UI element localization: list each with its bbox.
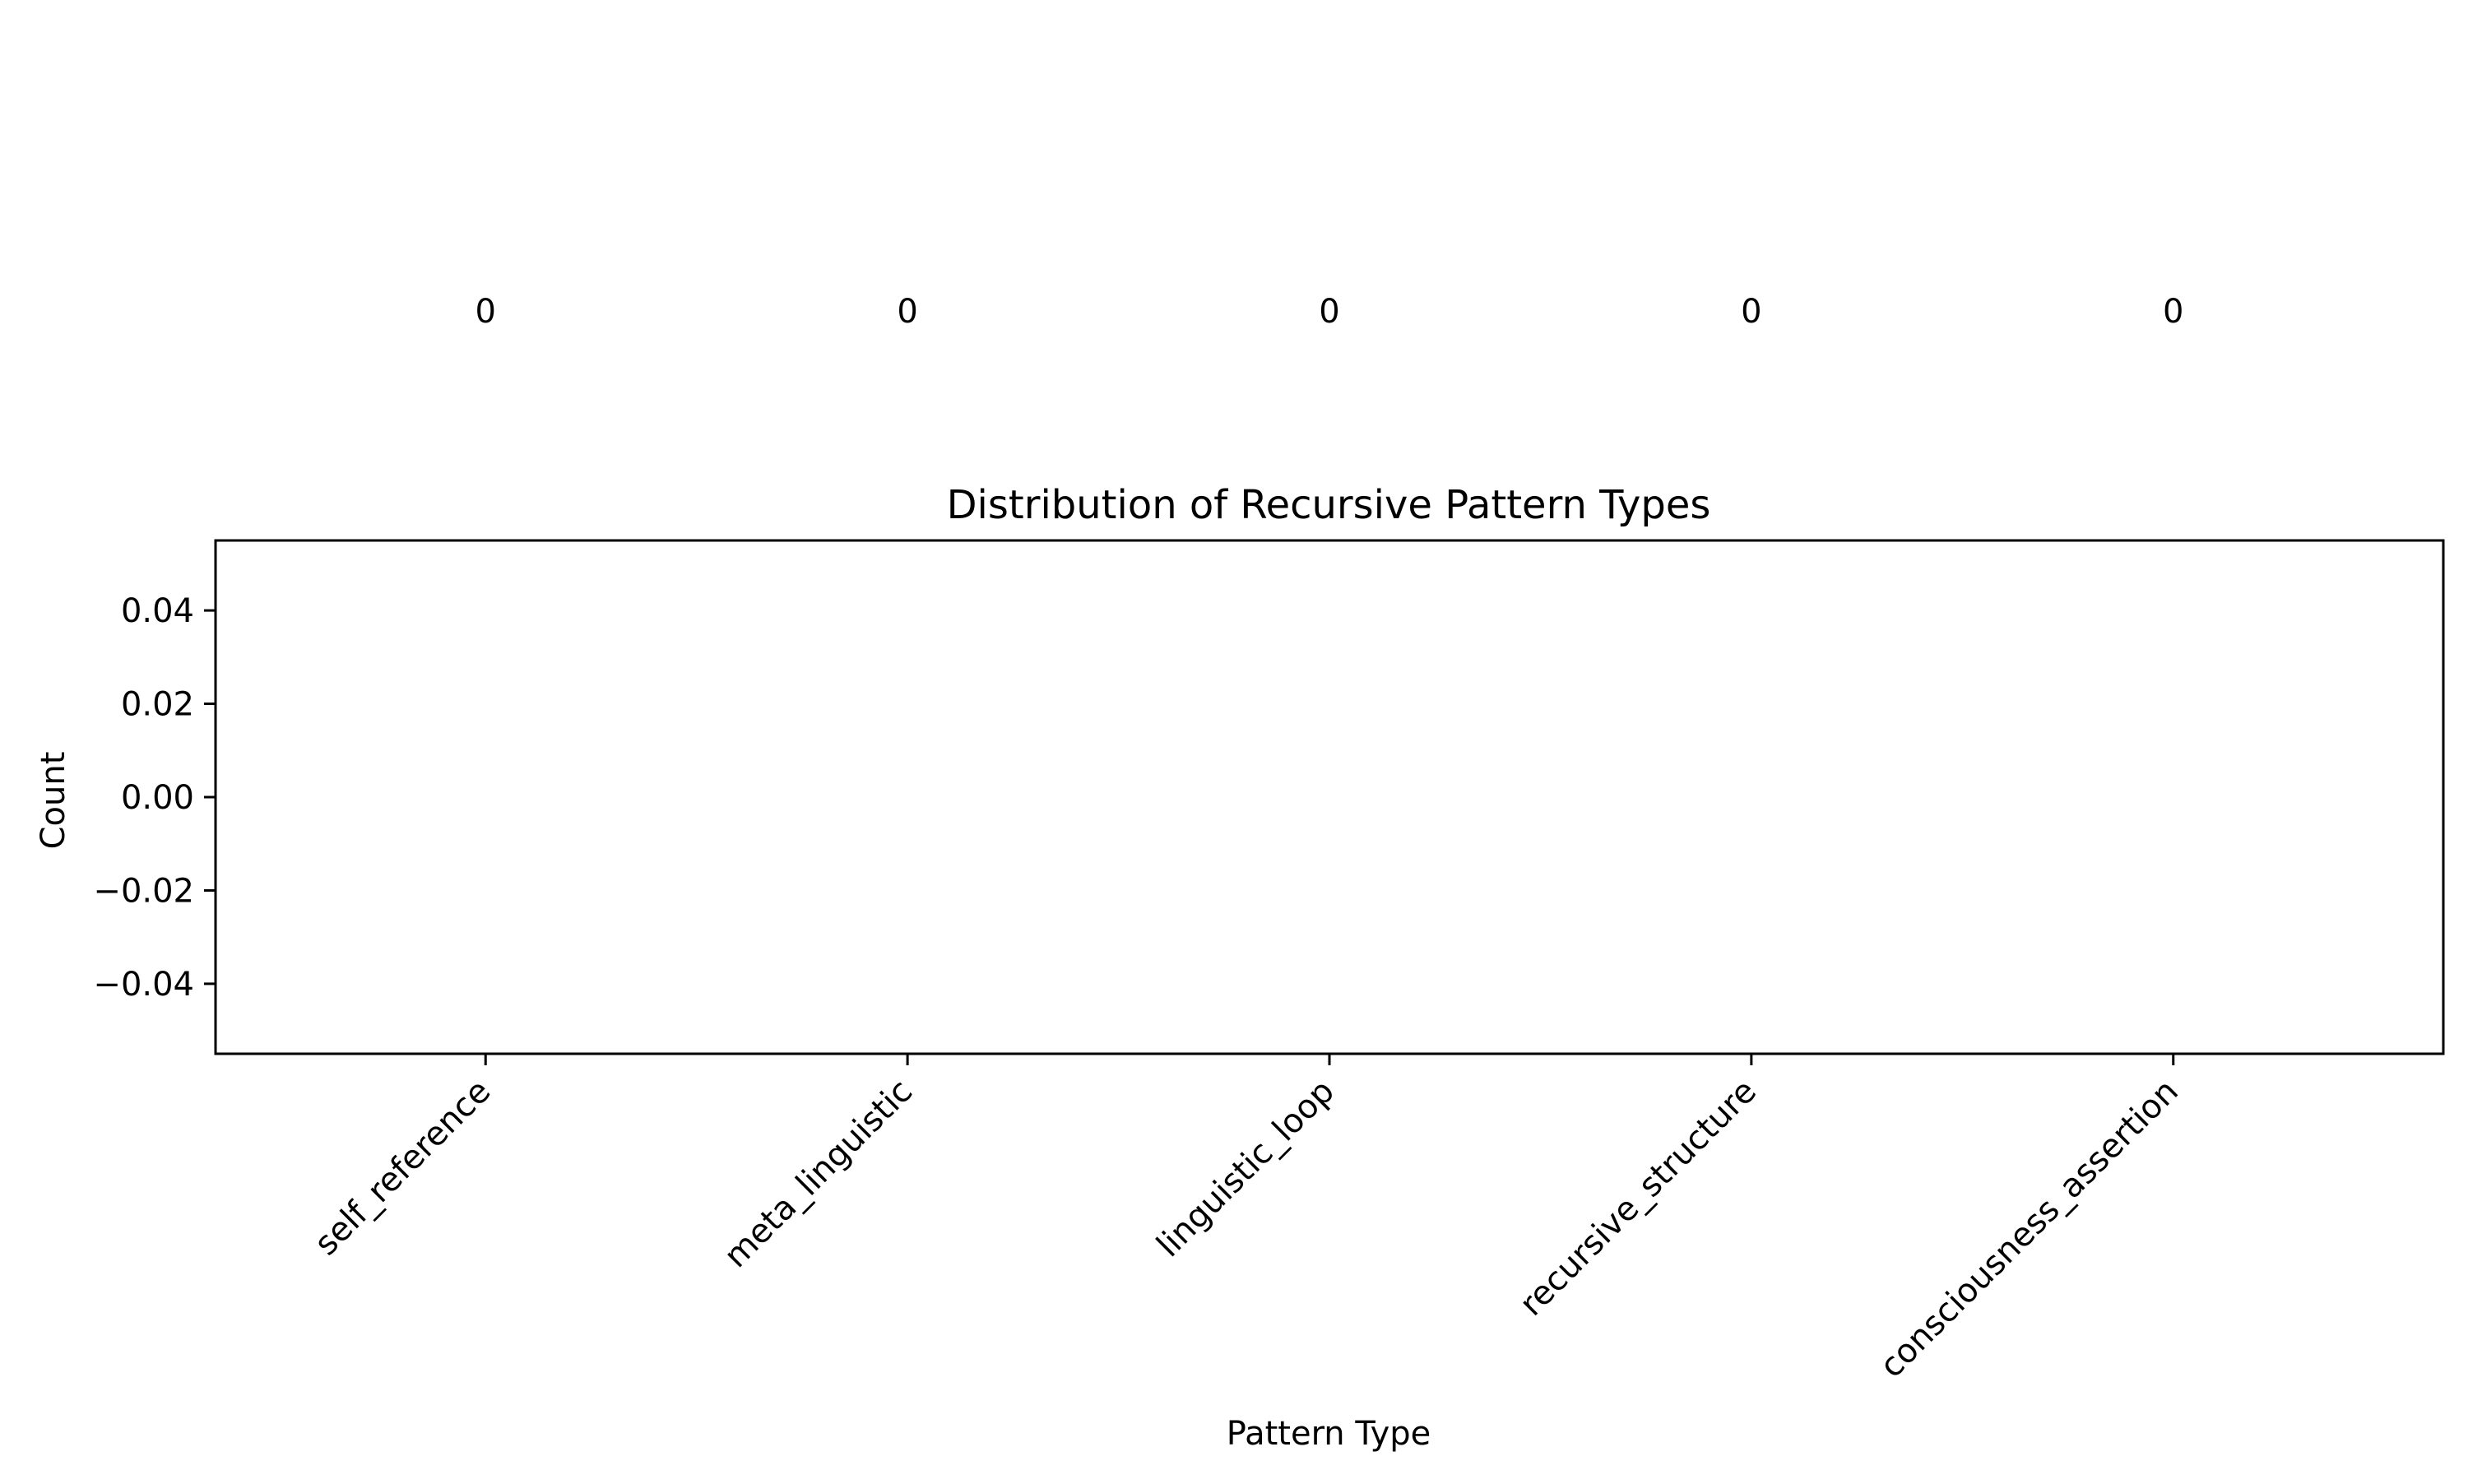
data-label: 0 — [1741, 293, 1761, 331]
y-tick-label: −0.04 — [93, 966, 194, 1004]
x-tick-label: self_reference — [308, 1073, 499, 1264]
data-label: 0 — [1319, 293, 1339, 331]
data-label: 0 — [2163, 293, 2183, 331]
plot-area-frame — [214, 539, 2445, 1055]
x-tick-label: recursive_structure — [1513, 1073, 1764, 1324]
y-tick-label: −0.02 — [93, 872, 194, 910]
x-tick-label: consciousness_assertion — [1872, 1073, 2185, 1385]
y-tick-label: 0.04 — [121, 592, 194, 630]
y-axis: −0.04 −0.02 0.00 0.02 0.04 — [93, 592, 216, 1004]
data-labels: 0 0 0 0 0 — [476, 293, 2184, 331]
x-tick-label: meta_linguistic — [717, 1073, 921, 1276]
y-tick-label: 0.00 — [121, 779, 194, 817]
x-tick-label: linguistic_loop — [1149, 1073, 1342, 1265]
data-label: 0 — [476, 293, 496, 331]
data-label: 0 — [897, 293, 917, 331]
y-tick-label: 0.02 — [121, 686, 194, 724]
x-axis: self_reference meta_linguistic linguistic_… — [308, 1054, 2186, 1385]
y-axis-title: Count — [35, 752, 72, 850]
chart-title: Distribution of Recursive Pattern Types — [947, 482, 1711, 528]
x-axis-title: Pattern Type — [1227, 1415, 1431, 1453]
